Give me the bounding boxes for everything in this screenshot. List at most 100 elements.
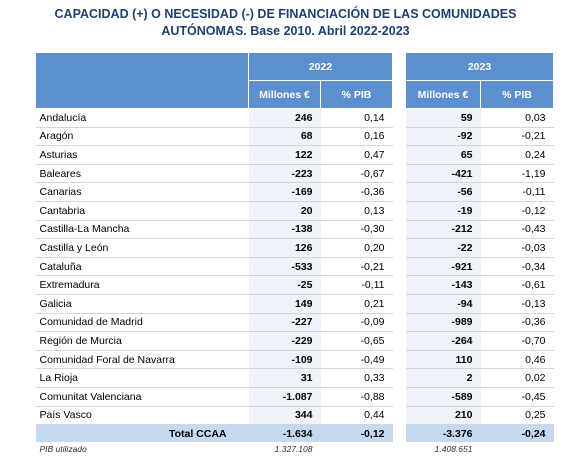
- region-name: Baleares: [35, 164, 249, 184]
- data-row: Canarias -169 -0,36 -56 -0,11: [35, 182, 554, 202]
- spacer: [392, 387, 406, 406]
- data-row: La Rioja 31 0,33 2 0,02: [35, 368, 554, 388]
- region-name: Cataluña: [35, 257, 249, 277]
- column-header: Millones €: [405, 80, 481, 109]
- spacer: [392, 275, 406, 295]
- data-row: Aragón 68 0,16 -92 -0,21: [35, 127, 554, 147]
- region-name: Asturias: [35, 145, 249, 165]
- value-cell: -0,21: [320, 257, 393, 277]
- spacer: [392, 368, 406, 388]
- data-row: Extremadura -25 -0,11 -143 -0,61: [35, 275, 554, 295]
- header-row: Millones €% PIB Millones €% PIB: [36, 80, 554, 109]
- value-cell: -0,12: [480, 201, 554, 221]
- title-line: CAPACIDAD (+) O NECESIDAD (-) DE FINANCI…: [54, 7, 517, 21]
- column-header: % PIB: [320, 80, 393, 109]
- data-row: Andalucía 246 0,14 59 0,03: [35, 108, 554, 128]
- value-cell: -0,61: [480, 275, 554, 295]
- value-cell: -0,67: [320, 164, 393, 184]
- value-cell: -0,36: [480, 313, 554, 333]
- value-cell: -0,70: [480, 331, 554, 351]
- value-cell: -921: [405, 257, 481, 277]
- title: CAPACIDAD (+) O NECESIDAD (-) DE FINANCI…: [0, 6, 571, 40]
- value-cell: -533: [248, 257, 321, 277]
- spacer: [392, 238, 406, 258]
- year-header: 2022: [248, 52, 393, 81]
- value-cell: -0,36: [320, 182, 393, 202]
- region-name: Comunidad Foral de Navarra: [35, 350, 249, 370]
- spacer: [392, 52, 406, 81]
- header-row: 2022 2023: [35, 52, 554, 109]
- value-cell: 59: [405, 108, 481, 128]
- value-cell: 110: [405, 350, 481, 370]
- column-header: Millones €: [248, 80, 321, 109]
- data-row: Comunidad de Madrid -227 -0,09 -989 -0,36: [35, 313, 554, 333]
- footer-label: PIB utilizado: [39, 444, 87, 455]
- value-cell: -0,65: [320, 331, 393, 351]
- spacer: [392, 294, 406, 314]
- region-name: Comunitat Valenciana: [35, 387, 249, 407]
- value-cell: -0,03: [480, 238, 554, 258]
- footer-value: 1.327.108: [274, 444, 313, 455]
- value-cell: 0,13: [320, 201, 393, 221]
- column-header: % PIB: [480, 80, 554, 109]
- value-cell: -0,34: [480, 257, 554, 277]
- value-cell: -223: [248, 164, 321, 184]
- spacer: [392, 257, 406, 276]
- value-cell: -19: [405, 201, 481, 221]
- value-cell: 0,46: [480, 350, 554, 370]
- value-cell: 65: [405, 145, 481, 165]
- region-name: Canarias: [35, 182, 249, 202]
- footer-row: PIB utilizado 1.327.108 1.408.651: [36, 442, 554, 456]
- data-row: Comunidad Foral de Navarra -109 -0,49 110 0,…: [35, 350, 554, 370]
- data-row: Castilla y León 126 0,20 -22 -0,03: [35, 238, 554, 258]
- value-cell: 0,24: [480, 145, 554, 165]
- value-cell: 0,14: [320, 108, 393, 128]
- value-cell: 0,16: [320, 127, 393, 147]
- value-cell: -22: [405, 238, 481, 258]
- value-cell: -0,43: [480, 220, 554, 240]
- header-cell: [35, 52, 249, 109]
- region-name: Galicia: [35, 294, 249, 314]
- value-cell: -25: [248, 275, 321, 295]
- value-cell: 149: [248, 294, 321, 314]
- table: 2022 2023 Millones €% PIB Millones €% PIB…: [35, 52, 554, 456]
- value-cell: -0,45: [480, 387, 554, 407]
- value-cell: 0,47: [320, 145, 393, 165]
- spacer: [392, 406, 406, 425]
- spacer: [392, 80, 406, 109]
- total-value: -3.376: [405, 424, 481, 443]
- value-cell: -989: [405, 313, 481, 333]
- value-cell: 0,21: [320, 294, 393, 314]
- value-cell: -0,09: [320, 313, 393, 333]
- spacer: [392, 201, 406, 221]
- data-row: Comunitat Valenciana -1.087 -0,88 -589 -0,45: [35, 387, 554, 407]
- region-name: Aragón: [35, 127, 249, 147]
- value-cell: -227: [248, 313, 321, 333]
- region-name: Región de Murcia: [35, 331, 249, 351]
- total-row: Total CCAA -1.634 -0,12 -3.376 -0,24: [35, 424, 554, 443]
- footer-value: 1.408.651: [434, 444, 473, 455]
- blank: [481, 442, 554, 456]
- total-label: Total CCAA: [35, 424, 249, 443]
- value-cell: -1,19: [480, 164, 554, 184]
- value-cell: -264: [405, 331, 481, 351]
- value-cell: -1.087: [248, 387, 321, 407]
- value-cell: -0,49: [320, 350, 393, 370]
- spacer: [392, 145, 406, 165]
- spacer: [392, 220, 406, 239]
- spacer: [393, 442, 406, 456]
- spacer: [392, 350, 406, 369]
- value-cell: -143: [405, 275, 481, 295]
- value-cell: 0,33: [320, 368, 393, 388]
- value-cell: -0,88: [320, 387, 393, 407]
- value-cell: -421: [405, 164, 481, 184]
- spacer: [392, 127, 406, 146]
- region-name: Castilla y León: [35, 238, 249, 258]
- value-cell: -56: [405, 182, 481, 202]
- value-cell: 68: [248, 127, 321, 147]
- total-value: -1.634: [248, 424, 321, 443]
- value-cell: 0,02: [480, 368, 554, 388]
- region-name: País Vasco: [35, 406, 249, 426]
- data-row: Asturias 122 0,47 65 0,24: [35, 145, 554, 165]
- value-cell: 0,03: [480, 108, 554, 128]
